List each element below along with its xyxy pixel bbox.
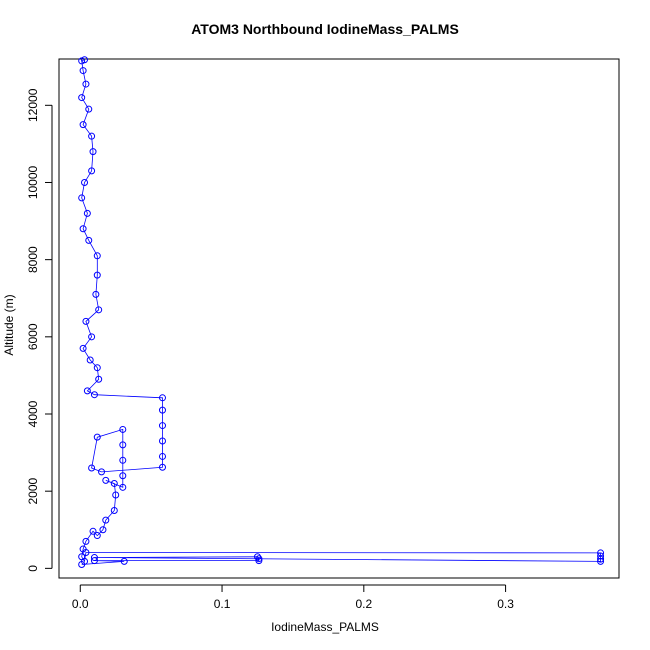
series-layer <box>78 56 605 568</box>
x-axis: 0.0 0.1 0.2 0.3 <box>72 584 514 611</box>
data-point <box>597 557 605 565</box>
data-point <box>120 557 128 565</box>
data-point <box>158 463 166 471</box>
data-point <box>90 557 98 565</box>
x-tick-label: 0.0 <box>72 597 89 611</box>
data-point <box>158 394 166 402</box>
data-point <box>83 387 91 395</box>
y-tick-label: 8000 <box>26 246 40 273</box>
data-point <box>93 433 101 441</box>
y-axis-label-text: Altitude (m) <box>2 294 16 356</box>
x-tick-label: 0.1 <box>214 597 231 611</box>
data-point <box>93 532 101 540</box>
data-point <box>85 236 93 244</box>
data-point <box>119 483 127 491</box>
data-point <box>82 549 90 557</box>
data-point <box>82 80 90 88</box>
data-point <box>93 271 101 279</box>
data-point <box>78 94 86 102</box>
data-point <box>119 472 127 480</box>
data-point <box>102 516 110 524</box>
x-axis-label: IodineMass_PALMS <box>271 620 379 634</box>
data-point <box>78 194 86 202</box>
data-point <box>158 452 166 460</box>
data-point <box>93 364 101 372</box>
data-point <box>112 491 120 499</box>
data-point <box>93 252 101 260</box>
data-point <box>92 290 100 298</box>
x-tick-label: 0.2 <box>355 597 372 611</box>
data-point <box>79 67 87 75</box>
data-point <box>89 148 97 156</box>
data-point <box>79 344 87 352</box>
data-point <box>78 57 86 65</box>
data-point <box>119 456 127 464</box>
data-point <box>85 105 93 113</box>
data-point <box>82 537 90 545</box>
y-tick-label: 10000 <box>26 165 40 199</box>
data-point <box>253 553 261 561</box>
series-line <box>81 59 601 565</box>
data-point <box>79 225 87 233</box>
data-point <box>110 479 118 487</box>
data-point <box>102 476 110 484</box>
data-point <box>597 555 605 563</box>
data-point <box>110 506 118 514</box>
data-point <box>88 167 96 175</box>
plot-frame <box>58 58 620 579</box>
y-axis: 0 2000 4000 6000 8000 10000 12000 <box>26 88 53 572</box>
data-point <box>89 527 97 535</box>
y-tick-label: 12000 <box>26 88 40 122</box>
data-point <box>597 552 605 560</box>
data-point <box>90 554 98 562</box>
data-point <box>158 422 166 430</box>
y-tick-label: 0 <box>26 565 40 572</box>
data-point <box>98 468 106 476</box>
data-point <box>255 555 263 563</box>
data-point <box>99 526 107 534</box>
data-point <box>83 209 91 217</box>
data-point <box>79 121 87 129</box>
data-point <box>119 441 127 449</box>
y-tick-label: 6000 <box>26 323 40 350</box>
data-point <box>88 333 96 341</box>
data-point <box>95 375 103 383</box>
x-tick-label: 0.3 <box>497 597 514 611</box>
data-point <box>86 356 94 364</box>
data-point <box>119 425 127 433</box>
data-point <box>95 306 103 314</box>
y-axis-label: Altitude (m) <box>2 294 16 355</box>
data-point <box>78 560 86 568</box>
data-point <box>88 464 96 472</box>
data-point <box>81 178 89 186</box>
y-tick-label: 4000 <box>26 400 40 427</box>
data-point <box>88 132 96 140</box>
data-point <box>158 437 166 445</box>
chart-title: ATOM3 Northbound IodineMass_PALMS <box>191 21 459 37</box>
data-point <box>158 406 166 414</box>
y-tick-label: 2000 <box>26 478 40 505</box>
data-point <box>82 317 90 325</box>
data-point <box>90 391 98 399</box>
data-point <box>255 557 263 565</box>
